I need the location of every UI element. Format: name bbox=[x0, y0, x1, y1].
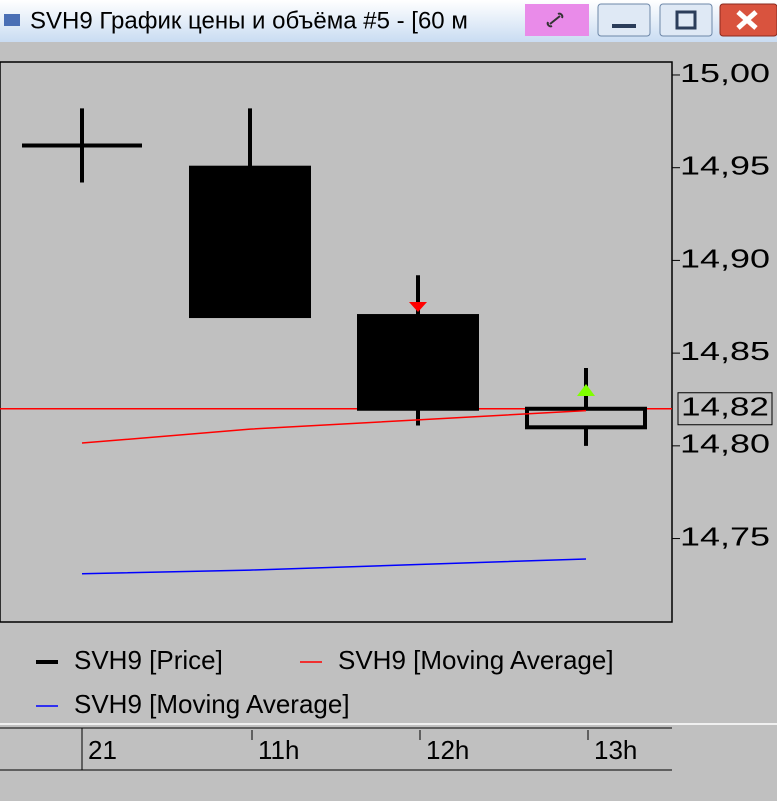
sell-signal bbox=[409, 302, 427, 312]
x-tick-label: 21 bbox=[88, 735, 117, 765]
candle-body bbox=[189, 165, 311, 319]
candle-body bbox=[357, 314, 479, 411]
plot-area bbox=[0, 61, 673, 623]
moving-average-line bbox=[81, 409, 587, 444]
legend-label: SVH9 [Moving Average] bbox=[338, 645, 614, 675]
minimize-icon bbox=[612, 24, 636, 28]
x-tick-label: 12h bbox=[426, 735, 469, 765]
candle-body bbox=[525, 406, 647, 430]
maximize-button[interactable] bbox=[659, 3, 713, 37]
price-label-box bbox=[677, 392, 773, 426]
link-button[interactable] bbox=[525, 4, 589, 36]
plot-layer bbox=[0, 108, 672, 575]
y-tick-label: 14,85 bbox=[680, 336, 770, 366]
minimize-button[interactable] bbox=[597, 3, 651, 37]
buy-signal bbox=[577, 384, 595, 396]
x-tick-label: 13h bbox=[594, 735, 637, 765]
maximize-icon bbox=[675, 10, 697, 30]
price-label: 14,82 bbox=[681, 392, 769, 422]
y-tick-label: 15,00 bbox=[680, 58, 770, 88]
window-title: SVH9 График цены и объёма #5 - [60 м bbox=[30, 7, 468, 34]
y-tick-label: 14,80 bbox=[680, 429, 770, 459]
y-tick-label: 14,90 bbox=[680, 243, 770, 273]
close-icon bbox=[736, 10, 758, 30]
link-icon bbox=[546, 12, 564, 28]
moving-average-line bbox=[81, 558, 587, 575]
x-tick-label: 11h bbox=[258, 735, 299, 765]
legend-label: SVH9 [Moving Average] bbox=[74, 689, 350, 719]
y-tick-label: 14,95 bbox=[680, 151, 770, 181]
legend-label: SVH9 [Price] bbox=[74, 645, 223, 675]
y-tick-label: 14,75 bbox=[680, 521, 770, 551]
window-icon bbox=[4, 14, 20, 26]
